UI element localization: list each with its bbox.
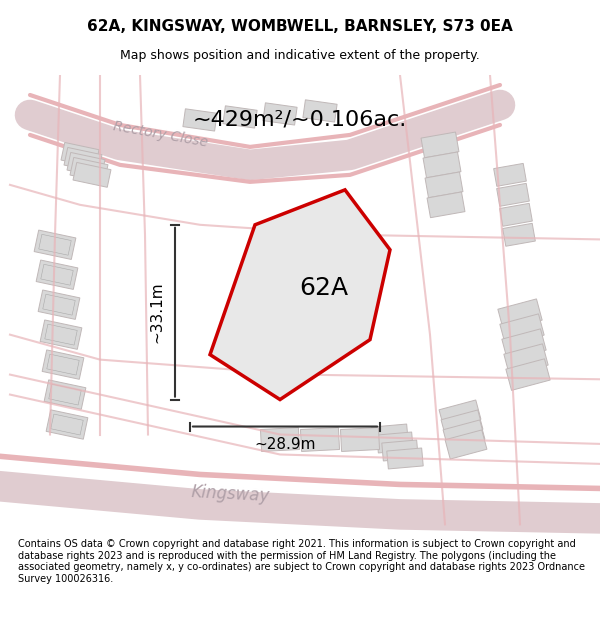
Polygon shape xyxy=(421,132,459,158)
Polygon shape xyxy=(61,142,99,168)
Polygon shape xyxy=(73,162,111,188)
Polygon shape xyxy=(445,430,487,459)
Polygon shape xyxy=(36,260,78,289)
Polygon shape xyxy=(47,354,79,375)
Polygon shape xyxy=(263,103,297,125)
Polygon shape xyxy=(40,320,82,349)
Polygon shape xyxy=(39,234,71,255)
Polygon shape xyxy=(500,314,544,346)
Text: Contains OS data © Crown copyright and database right 2021. This information is : Contains OS data © Crown copyright and d… xyxy=(18,539,585,584)
Text: Map shows position and indicative extent of the property.: Map shows position and indicative extent… xyxy=(120,49,480,62)
Polygon shape xyxy=(377,432,413,453)
Polygon shape xyxy=(46,410,88,439)
Polygon shape xyxy=(497,183,529,206)
Polygon shape xyxy=(260,428,299,451)
Polygon shape xyxy=(64,148,102,173)
Polygon shape xyxy=(504,344,548,376)
Text: Rectory Close: Rectory Close xyxy=(112,120,208,150)
Polygon shape xyxy=(498,299,542,331)
Polygon shape xyxy=(44,380,86,409)
Polygon shape xyxy=(387,448,423,469)
Polygon shape xyxy=(70,158,108,182)
Polygon shape xyxy=(43,294,75,315)
Polygon shape xyxy=(301,428,340,451)
Polygon shape xyxy=(500,203,532,226)
Polygon shape xyxy=(210,190,390,399)
Text: ~429m²/~0.106ac.: ~429m²/~0.106ac. xyxy=(193,110,407,130)
Polygon shape xyxy=(441,410,483,439)
Polygon shape xyxy=(427,192,465,218)
Polygon shape xyxy=(372,424,408,445)
Polygon shape xyxy=(439,400,481,429)
Polygon shape xyxy=(443,420,485,449)
Text: Kingsway: Kingsway xyxy=(190,483,270,506)
Text: ~33.1m: ~33.1m xyxy=(149,281,164,343)
Polygon shape xyxy=(502,329,546,361)
Polygon shape xyxy=(503,223,535,246)
Polygon shape xyxy=(42,350,84,379)
Polygon shape xyxy=(382,440,418,461)
Polygon shape xyxy=(49,384,81,405)
Polygon shape xyxy=(494,163,526,186)
Polygon shape xyxy=(340,428,380,451)
Polygon shape xyxy=(45,324,77,345)
Polygon shape xyxy=(67,152,105,178)
Text: 62A: 62A xyxy=(299,276,348,300)
Polygon shape xyxy=(506,359,550,391)
Polygon shape xyxy=(41,264,73,285)
Text: ~28.9m: ~28.9m xyxy=(254,437,316,452)
Text: 62A, KINGSWAY, WOMBWELL, BARNSLEY, S73 0EA: 62A, KINGSWAY, WOMBWELL, BARNSLEY, S73 0… xyxy=(87,19,513,34)
Polygon shape xyxy=(303,100,337,122)
Polygon shape xyxy=(223,106,257,128)
Polygon shape xyxy=(38,290,80,319)
Polygon shape xyxy=(425,172,463,198)
Polygon shape xyxy=(423,152,461,178)
Polygon shape xyxy=(183,109,217,131)
Polygon shape xyxy=(51,414,83,435)
Polygon shape xyxy=(34,230,76,259)
